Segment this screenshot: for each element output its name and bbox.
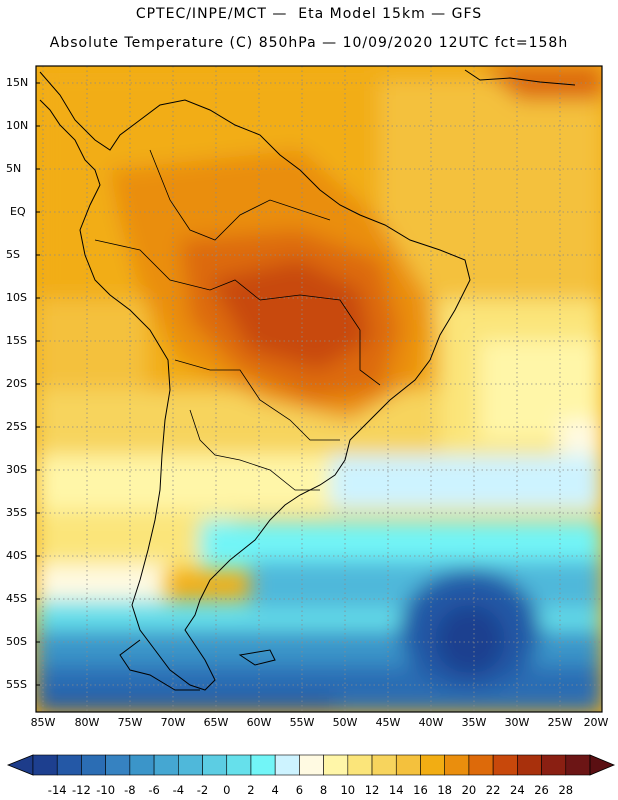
lon-label: 45W [375,716,401,729]
colorbar-label: 28 [558,783,574,797]
colorbar-label: 16 [413,783,428,797]
title-line-2: Absolute Temperature (C) 850hPa — 10/09/… [49,35,569,51]
colorbar-label: 12 [364,783,380,797]
lat-label: 20S [6,377,27,390]
lat-label: 10N [6,119,29,132]
lat-label: EQ [10,205,26,218]
lon-label: 65W [203,716,229,729]
temperature-field [36,66,602,712]
colorbar-label: 14 [388,783,404,797]
lon-label: 20W [583,716,609,729]
colorbar-label: 20 [461,783,477,797]
colorbar [6,754,616,776]
lat-label: 35S [6,506,27,519]
colorbar-swatch [541,754,567,776]
lat-label: 15S [6,334,27,347]
lat-label: 55S [6,678,27,691]
lat-label: 5S [6,248,20,261]
colorbar-swatch [565,754,591,776]
colorbar-swatch [250,754,276,776]
colorbar-swatch [129,754,155,776]
lon-label: 70W [160,716,186,729]
colorbar-label: 22 [485,783,501,797]
colorbar-label: -8 [124,783,136,797]
colorbar-swatch [323,754,349,776]
colorbar-label: 2 [247,783,255,797]
colorbar-label: -14 [47,783,67,797]
colorbar-swatch [274,754,300,776]
colorbar-label: 4 [271,783,279,797]
colorbar-swatch [81,754,106,776]
lon-label: 55W [289,716,315,729]
coastlines [39,69,576,691]
lon-label: 75W [117,716,143,729]
lat-label: 5N [6,162,22,175]
colorbar-swatch [299,754,324,776]
lon-label: 80W [74,716,100,729]
lat-label: 15N [6,76,29,89]
colorbar-swatch [202,754,228,776]
colorbar-label: 24 [510,783,525,797]
colorbar-label: -12 [72,783,91,797]
colorbar-swatch [468,754,494,776]
colorbar-swatch [492,754,518,776]
colorbar-label: 8 [319,783,328,797]
lon-label: 25W [547,716,573,729]
colorbar-label: -4 [172,783,185,797]
colorbar-label: -2 [196,783,209,797]
colorbar-arrow-low [6,754,34,776]
lat-label: 50S [6,635,27,648]
colorbar-label: 18 [437,783,452,797]
colorbar-label: 26 [534,783,549,797]
lat-label: 45S [6,592,27,605]
colorbar-label: 0 [223,783,231,797]
colorbar-label: 6 [295,783,304,797]
lon-label: 60W [246,716,272,729]
colorbar-label: 10 [340,783,356,797]
colorbar-swatch [517,754,542,776]
lon-label: 50W [332,716,358,729]
colorbar-swatch [153,754,179,776]
colorbar-label: -10 [96,783,116,797]
lat-label: 40S [6,549,27,562]
lon-label: 35W [461,716,487,729]
colorbar-arrow-high [589,754,616,776]
lon-label: 30W [504,716,530,729]
colorbar-swatch [226,754,252,776]
colorbar-swatch [371,754,397,776]
colorbar-swatch [347,754,373,776]
lat-label: 30S [6,463,27,476]
lon-label: 85W [30,716,56,729]
colorbar-swatch [32,754,58,776]
title-line-1: CPTEC/INPE/MCT — Eta Model 15km — GFS [135,6,483,22]
colorbar-swatch [105,754,131,776]
colorbar-swatch [395,754,421,776]
colorbar-swatch [444,754,470,776]
country-borders [94,149,381,491]
lon-label: 40W [418,716,444,729]
colorbar-swatch [178,754,203,776]
colorbar-label: -6 [148,783,160,797]
colorbar-swatch [420,754,445,776]
map-frame [35,65,603,713]
lat-label: 10S [6,291,27,304]
colorbar-swatch [56,754,82,776]
lat-label: 25S [6,420,27,433]
